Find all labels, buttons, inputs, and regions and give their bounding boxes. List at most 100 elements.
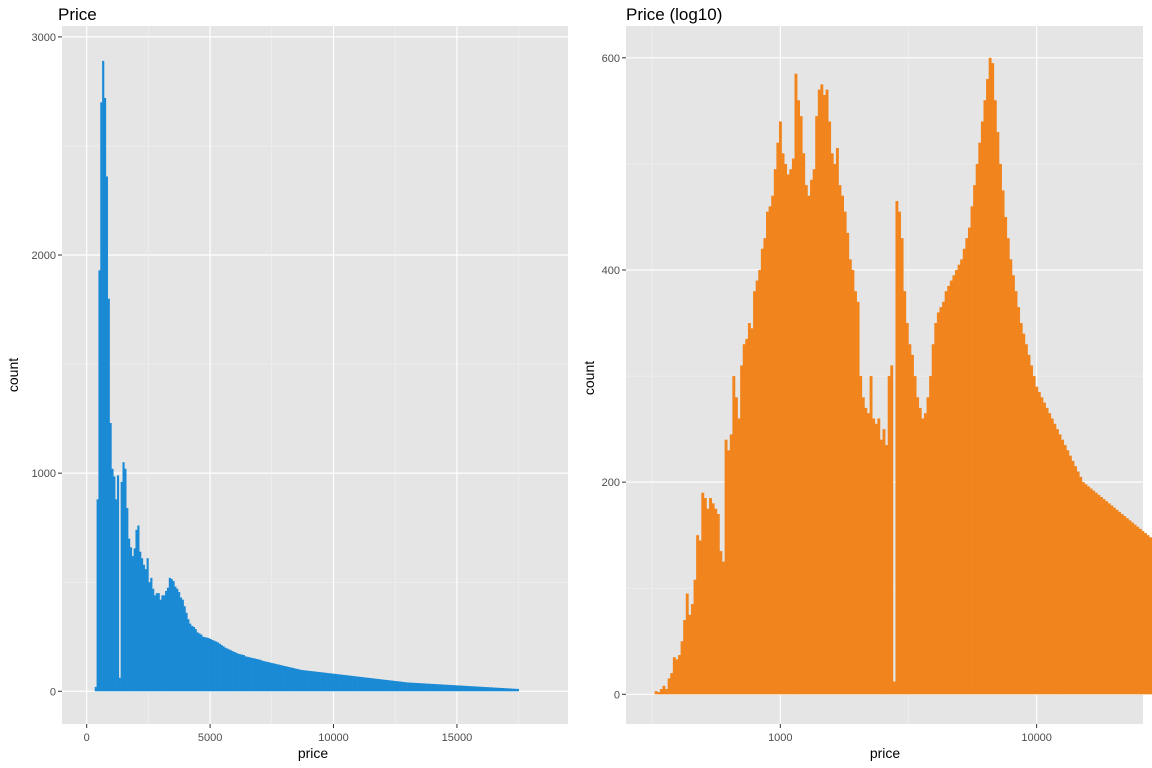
histogram-bar xyxy=(287,666,290,692)
histogram-bar xyxy=(719,551,723,695)
histogram-bar xyxy=(776,142,780,695)
histogram-bar xyxy=(146,558,149,692)
histogram-bar xyxy=(489,687,492,692)
histogram-bar xyxy=(698,540,702,695)
histogram-bar xyxy=(192,626,195,692)
histogram-bar xyxy=(370,678,373,692)
histogram-bar xyxy=(292,668,295,692)
histogram-bar xyxy=(494,687,497,692)
histogram-bar xyxy=(1030,365,1033,695)
histogram-bar xyxy=(165,590,168,692)
histogram-bar xyxy=(144,569,147,692)
histogram-bar xyxy=(864,407,868,695)
histogram-bar xyxy=(457,685,460,692)
histogram-bar xyxy=(331,673,334,692)
histogram-bar xyxy=(1107,503,1111,695)
histogram-bar xyxy=(900,238,904,695)
histogram-bar xyxy=(952,275,956,695)
histogram-bar xyxy=(903,291,907,695)
histogram-bar xyxy=(318,672,321,692)
histogram-bar xyxy=(794,73,798,695)
histogram-bar xyxy=(939,307,943,695)
histogram-bar xyxy=(890,365,894,695)
histogram-bar xyxy=(942,301,945,695)
histogram-bar xyxy=(466,686,469,692)
histogram-bar xyxy=(1061,439,1065,695)
histogram-bar xyxy=(265,661,268,692)
histogram-bar xyxy=(516,688,519,692)
histogram-bar xyxy=(98,270,101,692)
histogram-bar xyxy=(1074,466,1077,695)
histogram-bar xyxy=(429,683,432,692)
histogram-bar xyxy=(505,688,508,692)
histogram-bar xyxy=(315,671,318,692)
histogram-bars xyxy=(94,60,519,692)
histogram-bar xyxy=(724,439,728,695)
histogram-bar xyxy=(202,636,205,692)
histogram-bar xyxy=(246,656,249,692)
histogram-bar xyxy=(1144,533,1147,695)
histogram-bar xyxy=(1043,402,1046,695)
histogram-bar xyxy=(307,670,310,692)
histogram-bar xyxy=(111,468,114,692)
histogram-bar xyxy=(228,649,231,692)
histogram-bar xyxy=(714,508,718,695)
histogram-bar xyxy=(189,623,192,692)
histogram-bar xyxy=(222,646,225,692)
histogram-bar xyxy=(94,686,97,692)
histogram-bar xyxy=(996,132,1000,695)
histogram-bar xyxy=(357,676,360,692)
histogram-bar xyxy=(711,503,715,695)
x-tick-label: 1000 xyxy=(768,732,792,744)
histogram-bar xyxy=(129,547,133,692)
histogram-bar xyxy=(203,637,207,692)
histogram-bar xyxy=(305,670,308,692)
histogram-bar xyxy=(361,677,364,692)
histogram-bar xyxy=(854,291,857,695)
histogram-bar xyxy=(353,676,357,692)
histogram-bar xyxy=(1032,376,1036,695)
histogram-bar xyxy=(363,677,366,692)
histogram-bar xyxy=(1066,450,1070,695)
histogram-bar xyxy=(159,599,162,692)
histogram-bar xyxy=(877,418,881,695)
histogram-bar xyxy=(1019,323,1023,695)
histogram-bar xyxy=(766,211,769,695)
histogram-bar xyxy=(226,648,229,692)
histogram-bar xyxy=(1125,518,1129,695)
histogram-bar xyxy=(701,492,705,695)
histogram-bar xyxy=(696,535,700,695)
histogram-bar xyxy=(690,604,694,695)
histogram-bar xyxy=(802,153,806,695)
histogram-bar xyxy=(276,664,279,692)
histogram-bar xyxy=(1099,496,1103,695)
histogram-bar xyxy=(239,654,242,692)
histogram-bar xyxy=(374,678,377,692)
histogram-bar xyxy=(142,564,146,692)
histogram-bar xyxy=(1004,216,1008,695)
histogram-bar xyxy=(320,672,323,692)
histogram-bar xyxy=(150,577,153,692)
histogram-bar xyxy=(936,312,940,695)
histogram-bar xyxy=(176,588,179,692)
histogram-bar xyxy=(973,185,977,695)
histogram-bar xyxy=(768,206,772,695)
histogram-bar xyxy=(220,645,223,692)
histogram-bar xyxy=(833,163,837,695)
histogram-bar xyxy=(229,650,233,692)
histogram-bar xyxy=(1076,471,1080,695)
histogram-bar xyxy=(975,163,979,695)
histogram-bar xyxy=(1058,434,1062,695)
histogram-bar xyxy=(843,211,847,695)
histogram-bars xyxy=(654,57,1152,695)
histogram-bar xyxy=(392,680,395,692)
histogram-bar xyxy=(1014,291,1018,695)
histogram-bar xyxy=(274,663,277,692)
histogram-bar xyxy=(155,593,158,692)
histogram-bar xyxy=(913,376,917,695)
histogram-bar xyxy=(109,422,112,692)
histogram-bar xyxy=(838,185,842,695)
histogram-bar xyxy=(365,677,368,692)
histogram-bar xyxy=(1027,354,1031,695)
histogram-bar xyxy=(261,660,264,692)
